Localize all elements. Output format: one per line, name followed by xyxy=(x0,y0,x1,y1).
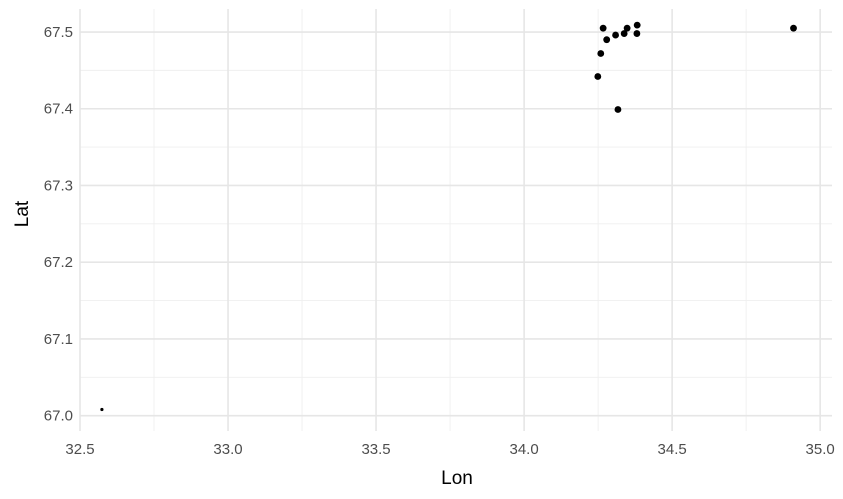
data-point xyxy=(612,31,619,39)
grid-lines xyxy=(79,9,832,431)
y-tick-label: 67.3 xyxy=(44,177,73,194)
y-axis-title: Lat xyxy=(12,200,33,227)
x-tick-label: 35.0 xyxy=(806,441,835,458)
data-point xyxy=(597,50,605,57)
y-axis-ticks: 67.0 67.1 67.2 67.3 67.4 67.5 xyxy=(44,24,73,425)
data-point xyxy=(620,30,628,37)
data-points xyxy=(100,21,797,412)
data-point xyxy=(614,106,622,113)
data-point xyxy=(623,24,631,32)
x-tick-label: 32.5 xyxy=(65,441,94,458)
x-tick-label: 34.0 xyxy=(509,441,538,458)
x-axis-title: Lon xyxy=(441,468,473,489)
y-tick-label: 67.4 xyxy=(44,101,73,118)
y-tick-label: 67.5 xyxy=(44,24,73,41)
x-tick-label: 34.5 xyxy=(658,441,687,458)
y-tick-label: 67.2 xyxy=(44,254,73,271)
data-point xyxy=(790,24,797,32)
y-tick-label: 67.0 xyxy=(44,408,73,425)
data-point xyxy=(633,21,641,29)
data-point xyxy=(599,24,607,32)
data-point xyxy=(594,73,602,80)
data-point xyxy=(633,30,641,37)
data-point xyxy=(100,407,104,412)
x-axis-ticks: 32.5 33.0 33.5 34.0 34.5 35.0 xyxy=(65,441,834,458)
y-tick-label: 67.1 xyxy=(44,331,73,348)
x-tick-label: 33.0 xyxy=(213,441,242,458)
data-point xyxy=(603,36,611,44)
x-tick-label: 33.5 xyxy=(361,441,390,458)
